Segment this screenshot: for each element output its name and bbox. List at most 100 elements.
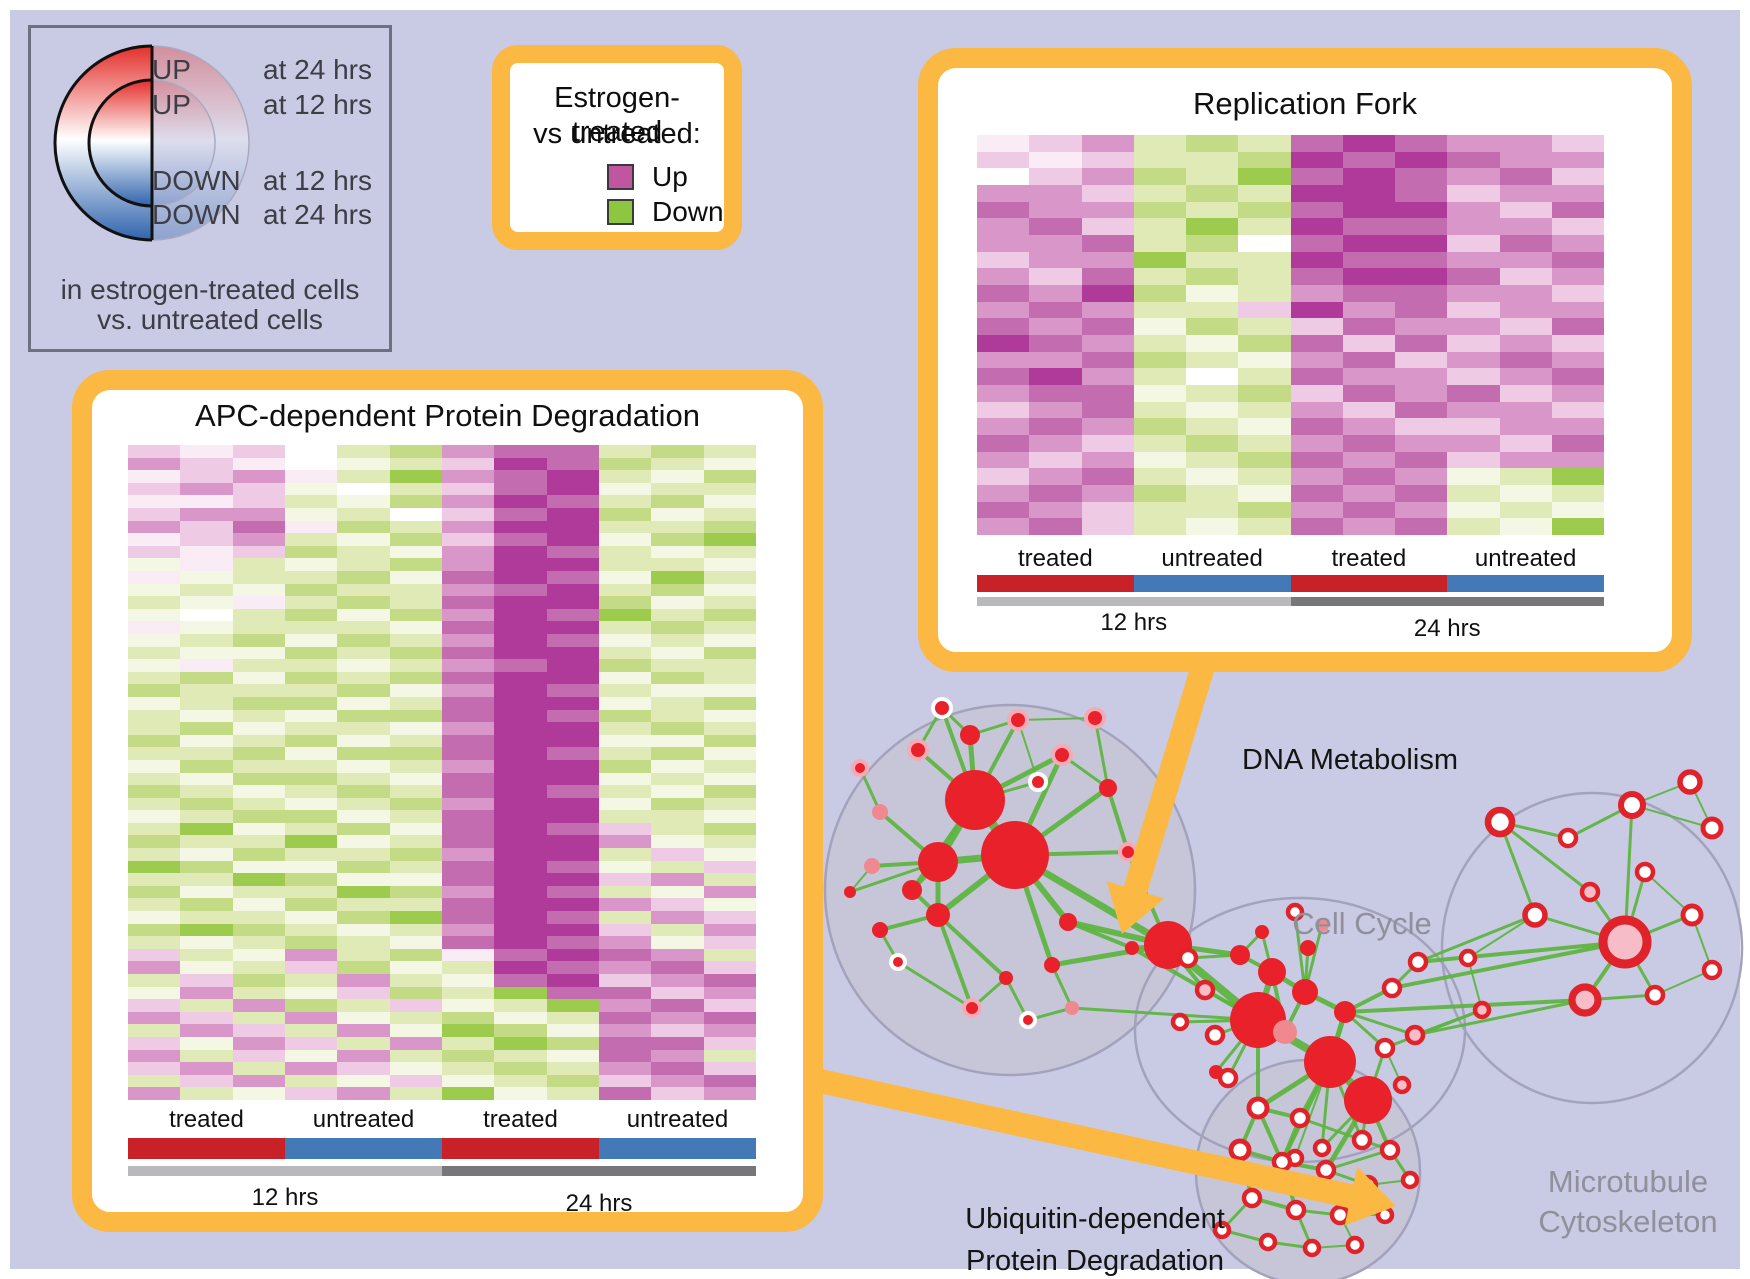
heatmap-cell (284, 898, 338, 912)
heatmap-cell (546, 445, 599, 458)
heatmap-cell (546, 570, 599, 584)
heatmap-cell (441, 1062, 495, 1075)
network-node-donut (1241, 1187, 1263, 1209)
heatmap-cell (441, 986, 495, 1000)
heatmap-cell (128, 835, 181, 849)
heatmap-cell (651, 948, 704, 962)
heatmap-cell (1186, 251, 1239, 269)
heatmap-cell (128, 785, 181, 798)
heatmap-cell (1238, 218, 1291, 235)
heatmap-cell (180, 621, 233, 634)
heatmap-cell (977, 218, 1030, 235)
network-edge (936, 913, 1008, 980)
heatmap-cell (441, 860, 495, 874)
heatmap-cell (1499, 351, 1552, 369)
heatmap-cell (284, 722, 338, 735)
heatmap-cell (337, 1049, 390, 1063)
heatmap-cell (1238, 451, 1291, 469)
heatmap-cell (232, 860, 285, 874)
heatmap-cell (1395, 451, 1448, 469)
heatmap-cell (389, 1049, 442, 1063)
heatmap-cell (977, 418, 1030, 435)
heatmap-cell (1029, 468, 1082, 485)
heatmap-cell (180, 948, 233, 962)
heatmap-cell (546, 797, 599, 811)
heatmap-cell (598, 1037, 652, 1050)
heatmap-cell (389, 470, 442, 483)
heatmap-cell (284, 885, 338, 899)
heatmap-cell (651, 570, 704, 584)
heatmap-cell (389, 999, 442, 1012)
heatmap-cell (284, 810, 338, 823)
untreated-bar-segment (1447, 575, 1604, 592)
heatmap-cell (546, 558, 599, 571)
network-node-ring-white (1019, 1011, 1037, 1029)
up-down-ring-icon (53, 44, 250, 242)
condition-label: untreated (1474, 545, 1577, 572)
heatmap-cell (703, 457, 756, 471)
heatmap-cell (441, 810, 495, 823)
heatmap-cell (1342, 468, 1395, 485)
heatmap-cell (180, 936, 233, 949)
heatmap-cell (389, 810, 442, 823)
heatmap-cell (546, 822, 599, 836)
heatmap-cell (180, 747, 233, 760)
heatmap-cell (128, 533, 181, 546)
heatmap-cell (1081, 351, 1134, 369)
heatmap-cell (494, 911, 547, 924)
heatmap-cell (337, 520, 390, 534)
heatmap-cell (546, 860, 599, 874)
heatmap-cell (1133, 268, 1186, 285)
heatmap-cell (389, 923, 442, 937)
heatmap-cell (128, 470, 181, 483)
heatmap-cell (389, 507, 442, 521)
heatmap-cell (1447, 251, 1500, 269)
heatmap-cell (441, 747, 495, 760)
network-node-donut (1271, 1151, 1293, 1173)
untreated-bar-segment (285, 1138, 442, 1159)
network-node-donut (1407, 951, 1429, 973)
heatmap-cell (284, 797, 338, 811)
heatmap-cell (128, 445, 181, 458)
heatmap-cell (441, 948, 495, 962)
heatmap-cell (180, 709, 233, 723)
heatmap-cell (232, 470, 285, 483)
heatmap-cell (441, 885, 495, 899)
heatmap-cell (1342, 234, 1395, 252)
heatmap-cell (441, 1037, 495, 1050)
heatmap-cell (1290, 518, 1343, 535)
heatmap-cell (1342, 434, 1395, 452)
heatmap-cell (1238, 284, 1291, 302)
heatmap-cell (703, 1011, 756, 1025)
heatmap-cell (703, 507, 756, 521)
heatmap-cell (1551, 401, 1604, 419)
heatmap-cell (651, 974, 704, 987)
heatmap-cell (1447, 501, 1500, 519)
heatmap-cell (232, 873, 285, 886)
heatmap-cell (389, 684, 442, 697)
heatmap-cell (1186, 351, 1239, 369)
heatmap-cell (1499, 184, 1552, 202)
condition-label: treated (169, 1106, 244, 1133)
heatmap-cell (389, 1037, 442, 1050)
heatmap-cell (1290, 368, 1343, 385)
heatmap-cell (494, 684, 547, 697)
heatmap-cell (703, 1024, 756, 1038)
network-node-solid (1292, 979, 1318, 1005)
heatmap-cell (651, 759, 704, 773)
time-label: 12 hrs (1100, 609, 1168, 636)
heatmap-cell (389, 583, 442, 597)
heatmap-cell (1395, 351, 1448, 369)
heatmap-cell (337, 986, 390, 1000)
heatmap-cell (1342, 151, 1395, 169)
heatmap-cell (494, 772, 547, 786)
heatmap-cell (441, 633, 495, 647)
arrow-head-replication-fork-to-dna (1106, 881, 1165, 934)
heatmap-cell (389, 722, 442, 735)
up-label: Up (652, 161, 688, 192)
ring-up-12-label: UP (152, 89, 191, 120)
heatmap-cell (389, 747, 442, 760)
heatmap-cell (1186, 184, 1239, 202)
heatmap-cell (232, 1049, 285, 1063)
heatmap-cell (337, 533, 390, 546)
